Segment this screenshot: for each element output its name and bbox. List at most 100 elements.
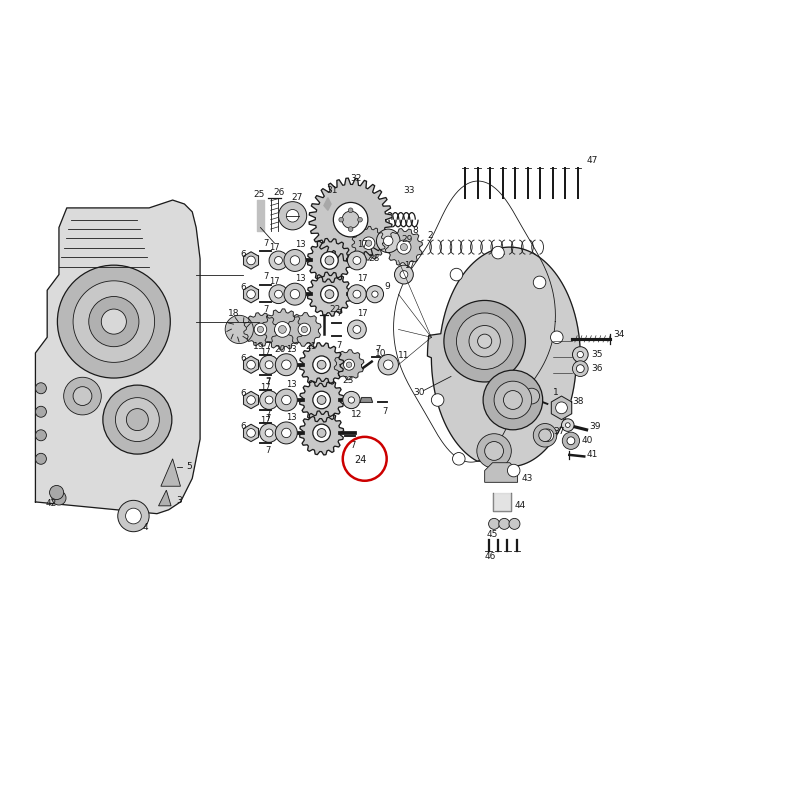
Circle shape [567,437,575,445]
Polygon shape [243,356,258,374]
Text: 29: 29 [402,234,413,244]
Circle shape [489,518,499,530]
Circle shape [498,518,510,530]
Text: 30: 30 [414,388,425,397]
Circle shape [313,391,330,409]
Text: 42: 42 [46,499,57,508]
Text: 17: 17 [261,348,271,357]
Circle shape [566,422,570,427]
Text: 6: 6 [240,422,246,431]
Circle shape [573,346,588,362]
Circle shape [556,402,567,414]
Text: 17: 17 [404,261,414,270]
Circle shape [342,211,359,228]
Text: 7: 7 [337,341,342,350]
Text: 36: 36 [591,364,602,373]
Polygon shape [158,490,171,506]
Circle shape [126,409,148,430]
Circle shape [278,202,306,230]
Polygon shape [243,252,258,269]
Circle shape [562,419,574,431]
Circle shape [298,323,310,336]
Polygon shape [352,226,386,260]
Text: 43: 43 [522,474,533,483]
Text: 17: 17 [269,243,280,253]
Circle shape [378,354,398,375]
Text: 7: 7 [262,273,268,282]
Text: 7: 7 [265,446,270,455]
Text: 38: 38 [573,397,584,406]
Polygon shape [324,198,331,210]
Text: 7: 7 [350,441,355,450]
Text: 41: 41 [586,450,598,459]
Polygon shape [551,396,572,419]
Circle shape [573,361,588,377]
Circle shape [275,354,298,376]
Circle shape [73,281,154,362]
Circle shape [318,396,326,404]
Circle shape [334,202,368,237]
Text: 19: 19 [253,342,264,351]
Circle shape [64,378,102,415]
Circle shape [577,351,583,358]
Circle shape [318,360,326,369]
Circle shape [103,385,172,454]
Text: 7: 7 [382,407,388,416]
Text: 47: 47 [586,156,598,166]
Text: 13: 13 [286,413,297,422]
Circle shape [274,322,290,338]
Circle shape [346,362,352,367]
Text: 13: 13 [286,345,297,354]
Circle shape [562,432,579,450]
Polygon shape [427,247,580,466]
Circle shape [274,290,282,298]
Circle shape [325,290,334,298]
Polygon shape [307,272,351,316]
Text: 2: 2 [427,231,433,240]
Text: 8: 8 [413,226,418,235]
Circle shape [115,398,159,442]
Circle shape [254,323,266,336]
Circle shape [313,356,330,374]
Text: 6: 6 [240,390,246,398]
Text: 17: 17 [261,416,271,425]
Text: 28: 28 [369,254,380,263]
Polygon shape [360,398,373,402]
Text: 11: 11 [398,351,410,360]
Text: 45: 45 [486,530,498,539]
Circle shape [576,365,584,373]
Polygon shape [299,342,344,386]
Circle shape [275,389,298,411]
Polygon shape [334,350,364,380]
Circle shape [269,251,288,270]
Circle shape [483,370,542,430]
Text: 7: 7 [265,414,270,422]
Circle shape [372,291,378,298]
Circle shape [348,397,354,403]
Circle shape [246,256,255,265]
Circle shape [383,360,393,370]
Circle shape [478,334,492,348]
Circle shape [444,301,526,382]
Circle shape [348,226,353,231]
Circle shape [538,429,551,442]
Circle shape [52,491,66,505]
Circle shape [284,250,306,271]
Text: 12: 12 [351,410,362,418]
Text: 23: 23 [342,376,354,385]
Circle shape [246,396,255,404]
Circle shape [509,518,520,530]
Circle shape [366,286,383,302]
Text: 20: 20 [274,346,286,354]
Text: 7: 7 [265,378,270,387]
Circle shape [477,434,511,468]
Circle shape [269,285,288,303]
Circle shape [290,256,300,265]
Circle shape [265,429,273,437]
Polygon shape [299,411,344,455]
Polygon shape [35,200,200,514]
Circle shape [282,360,291,370]
Circle shape [35,382,46,394]
Text: 7: 7 [337,310,342,318]
Circle shape [339,218,343,222]
